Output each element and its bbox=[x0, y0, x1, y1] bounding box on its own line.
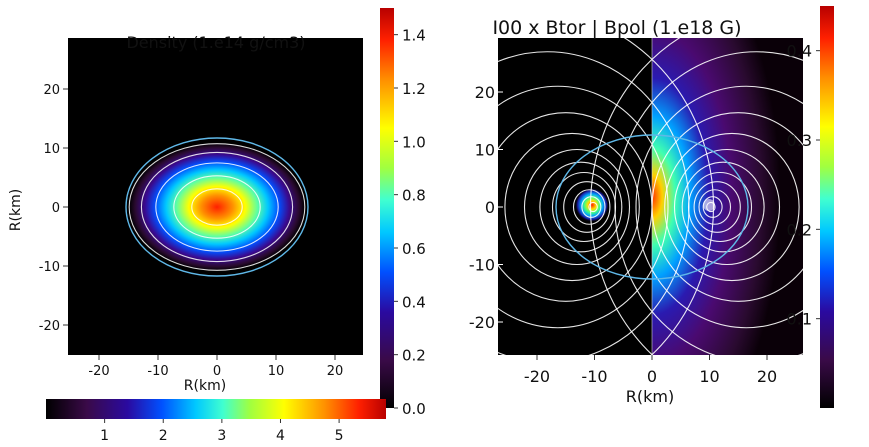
density-x-tick-label: 20 bbox=[327, 364, 344, 379]
density-x-tick-label: 0 bbox=[213, 364, 221, 379]
density-colorbar: 0.0 0.2 0.4 0.6 0.8 1.0 1.2 1.4 bbox=[380, 8, 426, 418]
magnetic-x-ticks: -20 -10 0 10 20 bbox=[524, 355, 777, 386]
density-x-tick-label: 10 bbox=[268, 364, 285, 379]
magnetic-y-tick-label: 0 bbox=[485, 198, 495, 217]
density-contours bbox=[128, 143, 306, 271]
density-y-tick-label: 0 bbox=[52, 201, 60, 216]
density-colorbar-tick-label: 0.6 bbox=[402, 240, 426, 258]
density-colorbar-tick-label: 0.8 bbox=[402, 187, 426, 205]
density-x-tick-label: -20 bbox=[88, 364, 109, 379]
horizontal-colorbar-tick-label: 4 bbox=[276, 428, 285, 444]
horizontal-colorbar-tick-label: 2 bbox=[159, 428, 168, 444]
horizontal-colorbar-tick-label: 3 bbox=[217, 428, 226, 444]
density-y-tick-label: -10 bbox=[39, 260, 60, 275]
density-y-tick-label: -20 bbox=[39, 319, 60, 334]
horizontal-colorbar-ticks: 1 2 3 4 5 bbox=[100, 419, 344, 444]
density-colorbar-tick-label: 0.2 bbox=[402, 347, 426, 365]
field-line bbox=[698, 189, 732, 225]
field-line bbox=[563, 181, 611, 233]
magnetic-colorbar-tick-label: 0.2 bbox=[787, 220, 812, 239]
field-line bbox=[623, 38, 714, 355]
density-contour bbox=[191, 188, 243, 226]
density-contour bbox=[155, 162, 279, 252]
field-line bbox=[635, 85, 803, 329]
magnetic-y-tick-label: 10 bbox=[475, 141, 495, 160]
magnetic-x-tick-label: 10 bbox=[699, 367, 719, 386]
magnetic-x-tick-label: 20 bbox=[757, 367, 777, 386]
field-lines bbox=[498, 38, 803, 355]
density-field bbox=[129, 143, 305, 271]
horizontal-colorbar-tick-label: 5 bbox=[335, 428, 344, 444]
horizontal-colorbar: 1 2 3 4 5 bbox=[46, 399, 386, 444]
density-colorbar-tick-label: 1.0 bbox=[402, 133, 426, 151]
field-line bbox=[588, 201, 598, 213]
field-line bbox=[504, 132, 640, 282]
horizontal-colorbar-tick-label: 1 bbox=[100, 428, 109, 444]
field-line bbox=[581, 196, 602, 218]
field-line bbox=[498, 85, 669, 329]
magnetic-xlabel: R(km) bbox=[626, 387, 674, 406]
field-line bbox=[539, 161, 623, 253]
density-colorbar-tick-label: 0.0 bbox=[402, 400, 426, 418]
density-y-tick-label: 10 bbox=[43, 142, 60, 157]
magnetic-y-tick-label: -10 bbox=[469, 256, 495, 275]
density-x-ticks: -20 -10 0 10 20 bbox=[88, 355, 343, 379]
magnetic-x-tick-label: -20 bbox=[524, 367, 550, 386]
magnetic-colorbar-strip bbox=[820, 6, 834, 408]
density-contour bbox=[140, 151, 294, 263]
field-line bbox=[693, 181, 741, 233]
field-line bbox=[673, 148, 781, 266]
density-xlabel: R(km) bbox=[184, 378, 226, 394]
field-line bbox=[590, 38, 681, 355]
density-title: Density (1.e14 g/cm3) bbox=[126, 33, 305, 52]
density-panel: Density (1.e14 g/cm3) -20 -10 0 10 20 20100-… bbox=[8, 33, 363, 394]
stellar-surface-contour bbox=[125, 137, 309, 277]
magnetic-colorbar-tick-label: 0.1 bbox=[787, 310, 812, 329]
field-line bbox=[614, 51, 803, 355]
magnetic-x-tick-label: 0 bbox=[647, 367, 657, 386]
magnetic-y-ticks: 20 10 0 -10 -20 bbox=[469, 83, 503, 332]
field-line bbox=[702, 196, 723, 218]
density-colorbar-strip bbox=[380, 8, 394, 408]
magnetic-y-tick-label: -20 bbox=[469, 313, 495, 332]
density-colorbar-tick-label: 1.4 bbox=[402, 27, 426, 45]
magnetic-x-tick-label: -10 bbox=[581, 367, 607, 386]
density-colorbar-ticks: 0.0 0.2 0.4 0.6 0.8 1.0 1.2 1.4 bbox=[394, 27, 426, 418]
density-contour bbox=[128, 143, 306, 271]
density-contour bbox=[173, 175, 261, 239]
field-line bbox=[706, 201, 716, 213]
density-y-ticks: 20 10 0 -10 -20 bbox=[39, 83, 68, 334]
density-x-tick-label: -10 bbox=[147, 364, 168, 379]
field-line bbox=[687, 171, 753, 243]
magnetic-surface-contour bbox=[555, 134, 749, 280]
field-line bbox=[572, 189, 606, 225]
field-line bbox=[681, 161, 765, 253]
magnetic-colorbar-ticks: 0.1 0.2 0.3 0.4 bbox=[787, 42, 820, 329]
magnetic-colorbar-tick-label: 0.4 bbox=[787, 42, 812, 61]
density-ylabel: R(km) bbox=[8, 189, 24, 231]
field-line bbox=[664, 132, 800, 282]
magnetic-panel: I00 x Btor | Bpol (1.e18 G) -20 -10 0 10 20 … bbox=[469, 17, 803, 406]
density-colorbar-tick-label: 1.2 bbox=[402, 80, 426, 98]
magnetic-colorbar: 0.1 0.2 0.3 0.4 bbox=[787, 6, 834, 408]
density-y-tick-label: 20 bbox=[43, 83, 60, 98]
magnetic-colorbar-tick-label: 0.3 bbox=[787, 131, 812, 150]
magnetic-title: I00 x Btor | Bpol (1.e18 G) bbox=[492, 17, 741, 39]
magnetic-y-tick-label: 20 bbox=[475, 83, 495, 102]
density-colorbar-tick-label: 0.4 bbox=[402, 293, 426, 311]
horizontal-colorbar-strip bbox=[46, 399, 386, 419]
field-line bbox=[523, 148, 631, 266]
